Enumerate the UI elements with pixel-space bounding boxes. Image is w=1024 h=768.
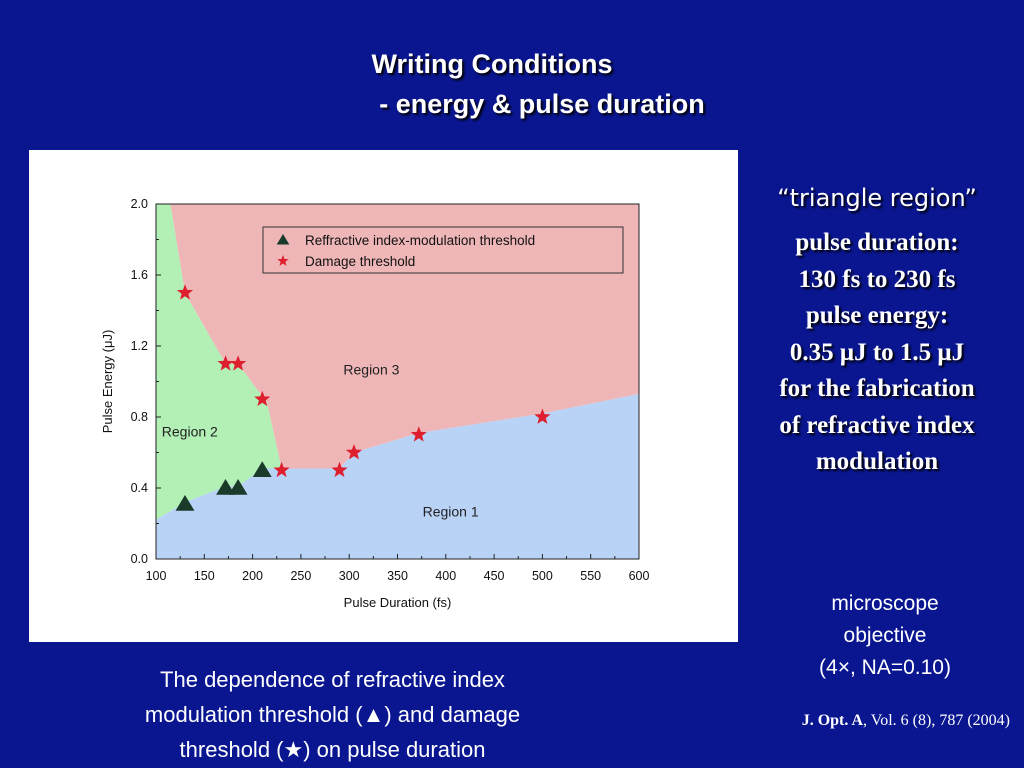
figure-caption: The dependence of refractive index modul… [60, 662, 605, 767]
star-marker [345, 444, 363, 460]
citation-journal: J. Opt. A [801, 712, 864, 729]
side-line: of refractive index [779, 411, 975, 439]
legend-label: Damage threshold [305, 254, 415, 269]
star-marker [230, 355, 247, 371]
x-tick-label: 100 [146, 569, 167, 583]
y-tick-label: 0.0 [131, 552, 148, 566]
x-tick-label: 350 [387, 569, 408, 583]
y-tick-label: 0.4 [131, 481, 148, 495]
region-2-label: Region 2 [162, 424, 218, 440]
legend: Reffractive index-modulation threshold Da… [262, 226, 624, 274]
y-tick-label: 2.0 [131, 197, 148, 211]
triangle-marker [252, 461, 272, 477]
x-tick-label: 200 [242, 569, 263, 583]
citation-details: , Vol. 6 (8), 787 (2004) [863, 712, 1010, 729]
legend-star-icon [277, 255, 289, 266]
side-notes: pulse duration: 130 fs to 230 fs pulse e… [740, 225, 1014, 481]
side-line: modulation [815, 448, 939, 475]
star-marker [410, 426, 427, 442]
star-marker [534, 408, 551, 424]
axes-layer: 100 150 200 250 300 350 400 450 500 550 600 0.0 0.4 0… [131, 197, 650, 583]
star-marker [217, 355, 234, 371]
slide-title: Writing Conditions [371, 49, 613, 79]
legend-label: Reffractive index-modulation threshold [305, 233, 535, 248]
data-points [175, 284, 551, 511]
caption-line: modulation threshold (▲) and damage [144, 702, 521, 727]
close-quote: ” [964, 184, 977, 212]
star-marker [176, 284, 194, 300]
objective-line: microscope [831, 592, 939, 615]
triangle-marker [228, 479, 248, 495]
triangle-marker [175, 494, 195, 511]
region-1-label: Region 1 [423, 503, 479, 519]
objective-line: objective [843, 624, 927, 647]
star-marker [273, 461, 290, 478]
regions-layer [156, 204, 639, 559]
side-line: 130 fs to 230 fs [798, 265, 956, 293]
star-marker [254, 390, 271, 407]
x-axis-label: Pulse Duration (fs) [344, 595, 452, 610]
x-tick-label: 150 [194, 569, 215, 583]
side-line: pulse energy: [805, 302, 949, 329]
region-3-area [170, 204, 639, 469]
region-labels: Region 1 Region 2 Region 3 [162, 361, 479, 519]
objective-note: microscope objective (4×, NA=0.10) [770, 588, 1000, 684]
x-tick-label: 450 [484, 569, 505, 583]
region-3-label: Region 3 [343, 361, 399, 377]
objective-line: (4×, NA=0.10) [819, 656, 951, 679]
x-tick-label: 550 [580, 569, 601, 583]
y-axis-label: Pulse Energy (μJ) [100, 330, 115, 434]
legend-box [262, 226, 624, 274]
chart-svg: 100 150 200 250 300 350 400 450 500 550 600 0.0 0.4 0… [100, 197, 650, 610]
x-tick-label: 300 [339, 569, 360, 583]
star-marker [331, 461, 348, 478]
x-tick-label: 500 [532, 569, 553, 583]
x-tick-label: 600 [629, 569, 650, 583]
citation: J. Opt. A, Vol. 6 (8), 787 (2004) [640, 712, 1010, 730]
x-tick-label: 400 [435, 569, 456, 583]
side-heading: “triangle region” [740, 178, 1014, 218]
open-quote: “ [777, 184, 790, 212]
side-line: pulse duration: [795, 229, 959, 256]
triangle-marker [216, 479, 236, 495]
chart-panel: 100 150 200 250 300 350 400 450 500 550 600 0.0 0.4 0… [29, 150, 738, 642]
caption-line: The dependence of refractive index [160, 667, 505, 692]
caption-line: threshold (★) on pulse duration [179, 737, 486, 762]
y-tick-label: 0.8 [131, 410, 148, 424]
side-line: 0.35 μJ to 1.5 μJ [789, 338, 965, 366]
y-tick-label: 1.6 [131, 268, 148, 282]
side-heading-text: triangle region [789, 184, 965, 212]
side-line: for the fabrication [779, 375, 975, 402]
legend-triangle-icon [276, 234, 290, 245]
slide-subtitle: - energy & pulse duration [379, 89, 705, 119]
y-tick-label: 1.2 [131, 339, 148, 353]
x-tick-label: 250 [290, 569, 311, 583]
region-1-area [156, 393, 639, 559]
